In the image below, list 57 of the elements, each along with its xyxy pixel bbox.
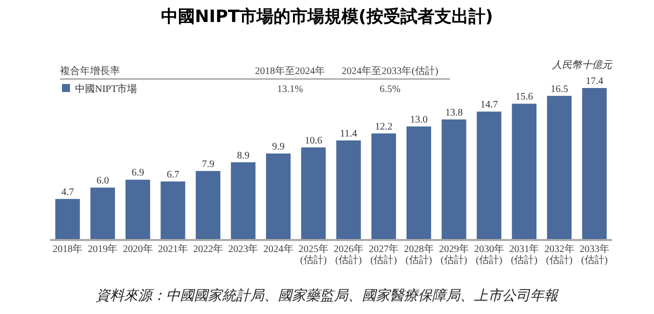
text: 2024年至2033年(估計): [342, 65, 438, 77]
bar: [336, 140, 361, 240]
x-tick-label: 2033年 (估計): [579, 243, 610, 266]
bar: [55, 198, 80, 240]
x-tick-label: 2024年: [263, 243, 294, 255]
x-tick-label: 2026年 (估計): [334, 243, 364, 266]
text: 2018年至2024年: [255, 65, 325, 77]
data-label: 12.2: [374, 121, 392, 132]
x-tick-label: 2027年 (估計): [368, 243, 399, 266]
bar: [301, 147, 326, 240]
data-label: 16.5: [550, 84, 568, 95]
x-tick-label: 2019年: [88, 243, 118, 255]
x-tick-label: 2031年 (估計): [509, 243, 540, 266]
source-note: 資料來源：中國國家統計局、國家藥監局、國家醫療保障局、上市公司年報: [96, 288, 559, 304]
data-label: 14.7: [480, 100, 498, 111]
data-label: 6.0: [96, 176, 109, 187]
data-label: 13.0: [410, 114, 428, 126]
annotation: 13.1%: [277, 84, 303, 95]
legend-label: 中國NIPT市場: [75, 83, 138, 95]
data-label: 6.7: [166, 169, 180, 180]
data-label: 7.9: [202, 158, 214, 170]
bar: [582, 88, 607, 240]
chart-title: 中國NIPT市場的市場規模(按受試者支出計): [160, 7, 494, 27]
annotation: 6.5%: [380, 84, 400, 95]
bar: [442, 119, 466, 240]
bar: [126, 180, 150, 240]
data-label: 15.6: [515, 92, 533, 103]
x-tick-label: 2028年 (估計): [404, 243, 434, 266]
bar: [371, 133, 396, 240]
bar: [512, 104, 536, 240]
data-label: 13.8: [445, 107, 463, 118]
x-tick-label: 2022年: [193, 243, 224, 255]
x-tick-label: 2023年: [228, 243, 258, 255]
bar: [476, 112, 502, 240]
x-tick-label: 2030年 (估計): [474, 243, 504, 266]
x-tick-label: 2020年: [122, 243, 153, 255]
bar: [90, 188, 115, 240]
bar: [406, 126, 432, 240]
data-label: 11.4: [340, 128, 358, 140]
bar: [547, 96, 572, 240]
text: 複合年增長率: [60, 65, 120, 77]
data-label: 8.9: [236, 150, 250, 162]
bar: [196, 170, 220, 240]
x-tick-label: 2032年 (估計): [544, 243, 574, 266]
bar: [230, 162, 256, 240]
bar: [266, 154, 291, 240]
data-label: 4.7: [61, 186, 74, 198]
x-tick-label: 2025年 (估計): [298, 243, 328, 266]
bar: [160, 181, 186, 240]
data-label: 10.6: [304, 135, 322, 146]
data-label: 9.9: [272, 142, 285, 153]
data-label: 6.9: [132, 168, 144, 179]
x-tick-label: 2029年 (估計): [438, 243, 469, 266]
y-axis-title: 人民幣十億元: [551, 59, 613, 71]
x-tick-label: 2018年: [52, 243, 83, 255]
data-label: 17.4: [586, 76, 604, 87]
x-tick-label: 2021年: [158, 243, 188, 255]
